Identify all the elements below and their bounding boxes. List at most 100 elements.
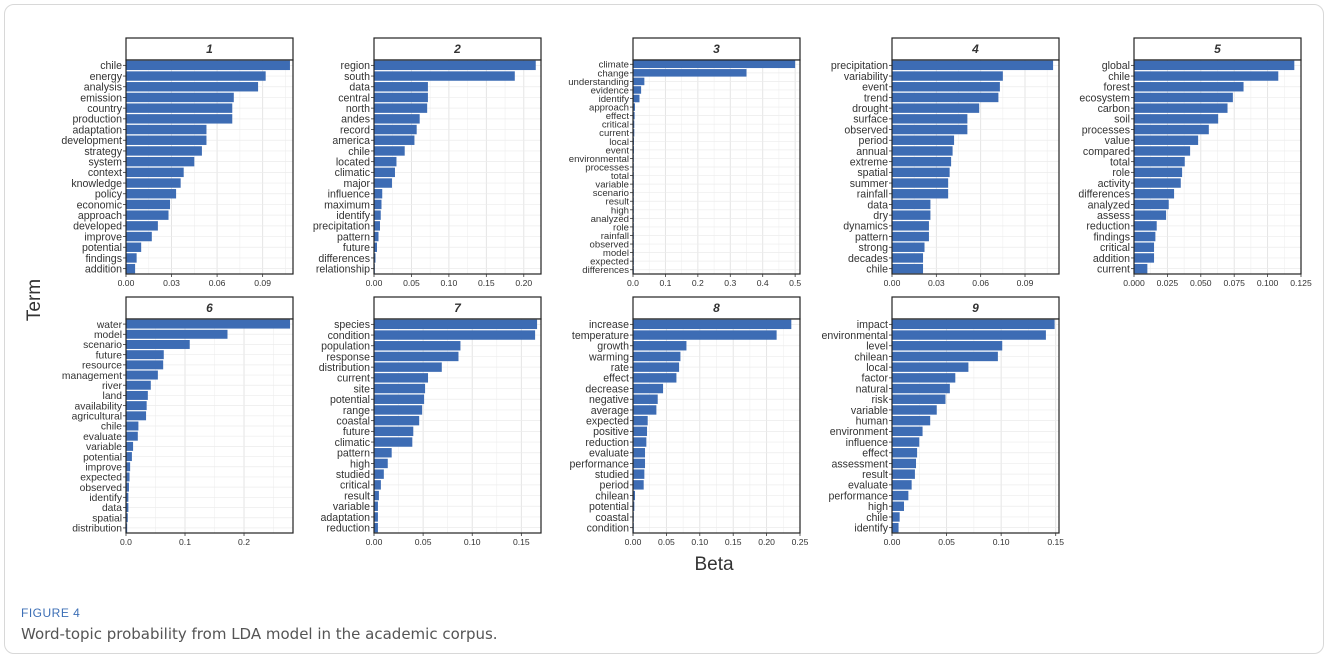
term-label: total — [611, 171, 629, 182]
term-label: reduction — [585, 437, 629, 449]
panel-border — [632, 59, 801, 275]
bar-future — [374, 242, 377, 252]
bar-factor — [892, 373, 956, 383]
term-label: studied — [336, 469, 370, 481]
x-tick-label: 0.125 — [1290, 278, 1312, 288]
bar-data — [126, 503, 129, 513]
term-label: rate — [611, 362, 629, 374]
term-label: factor — [862, 373, 889, 385]
term-label: chile — [866, 263, 888, 275]
term-label: carbon — [1098, 103, 1130, 115]
term-label: chile — [348, 146, 370, 158]
bar-data — [892, 199, 931, 210]
term-label: chile — [1108, 71, 1130, 83]
term-label: performance — [570, 458, 630, 470]
term-label: maximum — [324, 199, 370, 211]
term-label: temperature — [572, 330, 629, 342]
term-label: evaluate — [83, 432, 122, 443]
term-label: approach — [589, 103, 629, 114]
bar-response — [374, 351, 459, 362]
bar-country — [126, 103, 233, 113]
x-tick-label: 0.00 — [366, 537, 383, 547]
term-label: future — [343, 426, 370, 438]
bar-identify — [892, 522, 899, 533]
term-label: chile — [101, 422, 122, 433]
bar-influence — [374, 189, 383, 199]
term-label: findings — [1093, 231, 1130, 243]
term-label: chilean — [854, 351, 888, 363]
bar-current — [1134, 263, 1148, 274]
bar-knowledge — [126, 178, 181, 188]
term-label: period — [600, 480, 630, 492]
bar-total — [1134, 156, 1185, 167]
term-label: processes — [1082, 124, 1130, 136]
term-label: critical — [1100, 242, 1130, 254]
term-label: average — [591, 405, 629, 417]
term-label: current — [599, 128, 629, 139]
bar-critical — [374, 480, 381, 490]
bar-approach — [126, 210, 169, 220]
panel-border — [1133, 59, 1302, 275]
bar-drought — [892, 103, 980, 113]
panel-title: 7 — [454, 301, 462, 315]
bar-variable — [374, 501, 378, 511]
term-label: precipitation — [831, 60, 888, 72]
term-label: local — [866, 362, 888, 374]
bar-observed — [126, 482, 129, 492]
term-label: decrease — [585, 383, 629, 395]
term-label: potential — [330, 394, 370, 406]
x-tick-label: 0.03 — [163, 278, 180, 288]
term-label: influence — [846, 437, 889, 449]
x-tick-label: 0.09 — [1017, 278, 1034, 288]
bar-expected — [633, 415, 648, 426]
bar-findings — [126, 253, 137, 263]
panel-border — [891, 59, 1060, 275]
bar-performance — [892, 490, 909, 501]
term-label: dry — [873, 210, 888, 222]
term-label: context — [88, 167, 122, 179]
x-tick-label: 0.5 — [789, 278, 801, 288]
term-label: forest — [1104, 82, 1131, 94]
x-tick-label: 0.15 — [725, 537, 742, 547]
term-label: condition — [587, 522, 630, 534]
bar-pattern — [892, 231, 929, 242]
bar-differences — [1134, 189, 1175, 199]
bar-precipitation — [892, 60, 1054, 71]
term-label: findings — [85, 253, 122, 265]
bar-growth — [633, 341, 687, 351]
bar-availability — [126, 401, 147, 411]
x-tick-label: 0.000 — [1123, 278, 1145, 288]
bar-decrease — [633, 383, 664, 394]
bar-production — [126, 114, 233, 124]
bar-policy — [126, 189, 177, 199]
bar-located — [374, 156, 397, 167]
term-label: central — [338, 92, 370, 104]
term-label: positive — [593, 426, 629, 438]
topic-panel-1: 1 chileenergyanalysisemissioncountryprodu… — [61, 37, 294, 288]
bar-forest — [1134, 82, 1244, 92]
x-tick-label: 0.050 — [1190, 278, 1212, 288]
bar-species — [374, 319, 538, 330]
term-label: south — [344, 71, 370, 83]
term-label: major — [344, 178, 371, 190]
bar-variability — [892, 71, 1003, 81]
x-tick-label: 0.075 — [1223, 278, 1245, 288]
bar-ecosystem — [1134, 92, 1233, 103]
x-tick-label: 0.06 — [972, 278, 989, 288]
term-label: evidence — [591, 85, 629, 96]
bar-adaptation — [126, 124, 207, 135]
term-label: drought — [852, 103, 888, 115]
bar-performance — [633, 458, 646, 469]
term-label: model — [603, 248, 629, 259]
term-label: data — [867, 199, 888, 211]
bar-evaluate — [126, 431, 138, 441]
term-label: relationship — [316, 263, 370, 275]
term-label: north — [346, 103, 370, 115]
term-label: record — [340, 124, 370, 136]
term-label: agricultural — [72, 412, 122, 423]
bar-scenario — [126, 339, 190, 349]
figure-label: FIGURE 4 — [21, 606, 81, 620]
x-tick-label: 0.0 — [627, 278, 639, 288]
term-label: america — [332, 135, 370, 147]
